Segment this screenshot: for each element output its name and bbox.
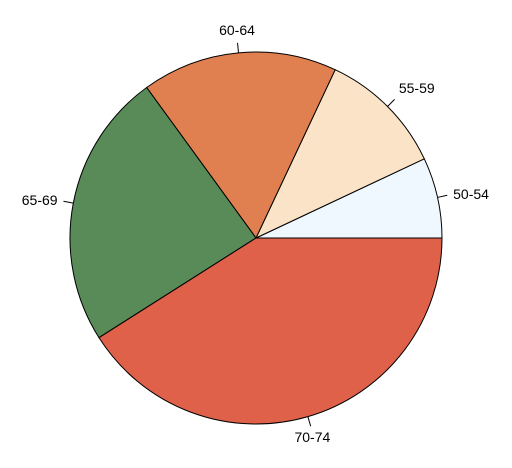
slice-label-50-54: 50-54 (453, 186, 489, 202)
slice-label-60-64: 60-64 (219, 22, 255, 38)
leader-line-70-74 (307, 416, 312, 427)
slice-label-55-59: 55-59 (399, 80, 435, 96)
leader-lines (63, 42, 448, 427)
leader-line-65-69 (63, 200, 74, 204)
leader-line-55-59 (387, 99, 395, 107)
leader-line-50-54 (437, 194, 448, 198)
pie-slices (69, 51, 443, 425)
slice-label-65-69: 65-69 (22, 192, 58, 208)
leader-line-60-64 (237, 42, 239, 53)
pie-slice-65-69 (69, 86, 257, 339)
slice-label-70-74: 70-74 (294, 429, 330, 445)
slice-labels: 50-54 55-59 60-64 65-69 70-74 (22, 22, 489, 445)
pie-slice-70-74 (98, 237, 443, 425)
